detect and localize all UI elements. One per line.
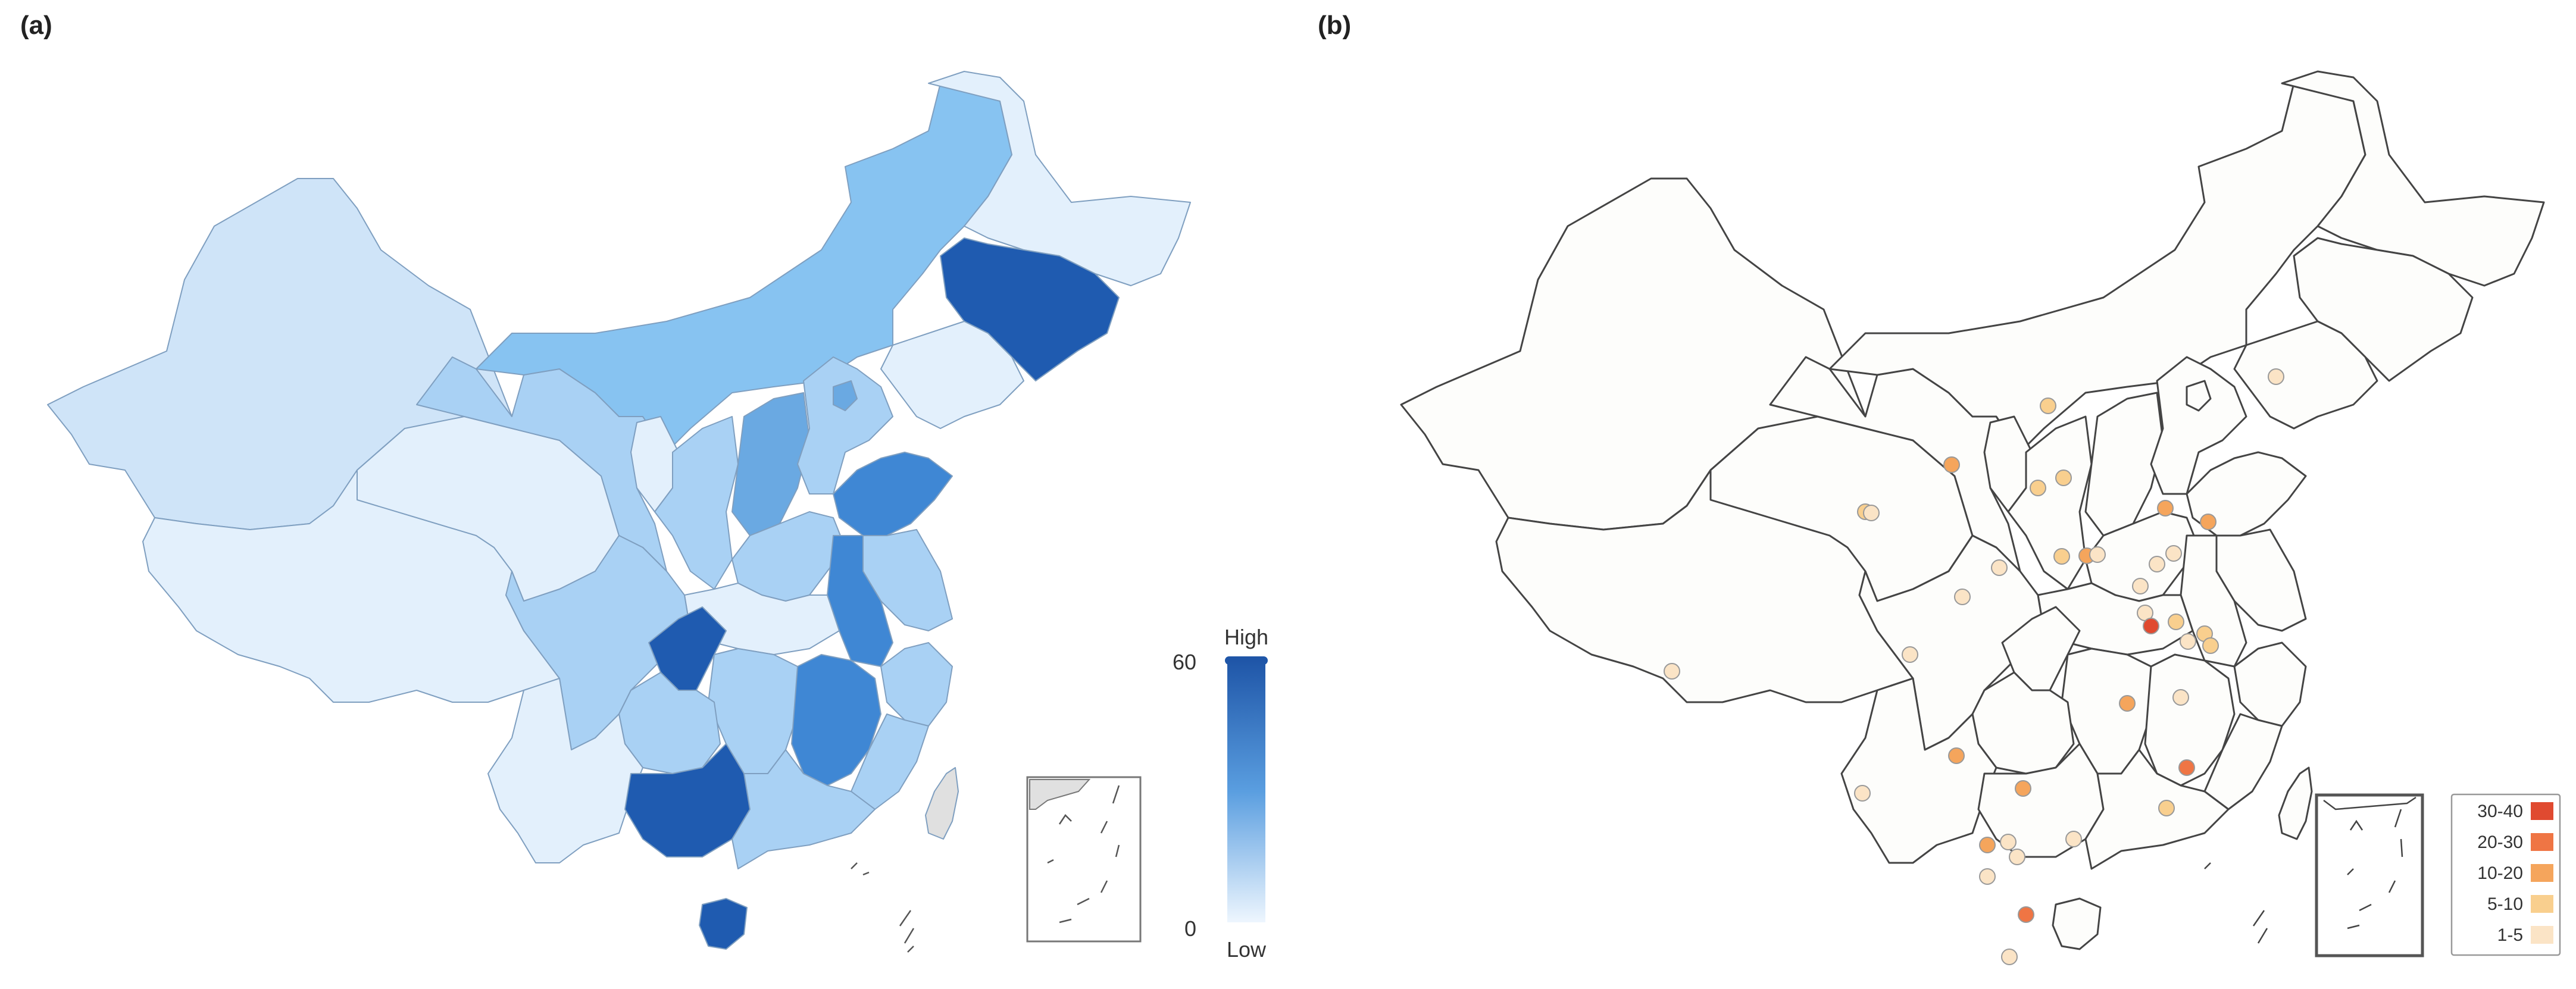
panel-b-label: (b) xyxy=(1318,11,1352,40)
outline-zhejiang xyxy=(2233,641,2307,727)
point-marker xyxy=(2200,514,2217,530)
point-marker xyxy=(2158,800,2175,816)
point-marker xyxy=(1979,837,1996,853)
point-marker xyxy=(1902,646,1918,663)
panel-a: (a) xyxy=(20,11,1268,962)
point-marker xyxy=(1991,559,2008,576)
point-markers xyxy=(1664,368,2284,965)
legend-swatch xyxy=(2531,895,2553,913)
point-marker xyxy=(1854,785,1871,802)
point-marker xyxy=(2180,633,2196,650)
point-marker xyxy=(2030,480,2046,496)
outline-map-group xyxy=(1400,70,2545,950)
point-marker xyxy=(1979,868,1996,885)
panel-b: (b) xyxy=(1288,0,2576,989)
panel-a-label: (a) xyxy=(20,11,52,40)
point-marker xyxy=(2015,780,2031,797)
legend-swatch xyxy=(2531,802,2553,820)
point-marker xyxy=(2178,759,2195,776)
legend-swatch xyxy=(2531,864,2553,882)
outline-hebei xyxy=(2150,356,2247,495)
colorbar-min-value: 0 xyxy=(1184,916,1196,941)
point-marker xyxy=(2168,614,2184,630)
outline-yunnan xyxy=(1840,677,1997,864)
point-marker xyxy=(1863,505,1880,521)
legend-label: 1-5 xyxy=(2497,925,2523,945)
outline-guangdong xyxy=(2084,749,2230,870)
point-marker xyxy=(2119,695,2136,712)
point-marker xyxy=(2089,546,2106,563)
region-yunnan xyxy=(487,678,643,863)
legend-label: 20-30 xyxy=(2477,832,2523,852)
colorbar: High 60 0 Low xyxy=(1173,625,1268,962)
region-taiwan xyxy=(925,767,959,840)
point-marker xyxy=(1943,456,1960,473)
outline-taiwan xyxy=(2278,766,2313,840)
point-marker xyxy=(2143,618,2159,634)
south-china-sea-inset-b xyxy=(2315,793,2424,957)
region-zhejiang xyxy=(880,642,953,727)
point-marker xyxy=(2065,831,2082,847)
point-marker xyxy=(2268,368,2284,385)
outline-heilongjiang xyxy=(2281,70,2545,287)
point-marker xyxy=(2000,834,2017,850)
legend-swatch xyxy=(2531,833,2553,851)
point-marker xyxy=(2040,398,2056,414)
sea-islands xyxy=(851,862,915,953)
region-shanxi xyxy=(731,392,810,536)
point-marker xyxy=(2149,556,2165,572)
outline-shandong xyxy=(2186,451,2307,537)
point-marker xyxy=(2001,949,2018,965)
point-marker xyxy=(2053,548,2070,565)
legend-swatch xyxy=(2531,926,2553,944)
colorbar-high-label: High xyxy=(1224,625,1268,649)
outline-liaoning xyxy=(2233,320,2378,430)
point-marker xyxy=(1664,663,1680,680)
region-guangdong xyxy=(731,749,876,869)
point-legend: 30-40 20-30 10-20 5-10 1-5 xyxy=(2450,793,2561,956)
point-marker xyxy=(2165,545,2182,562)
colorbar-low-label: Low xyxy=(1227,937,1267,962)
region-hainan xyxy=(699,898,748,950)
point-marker xyxy=(1954,589,1971,605)
region-shaanxi xyxy=(654,416,739,590)
region-heilongjiang xyxy=(928,71,1191,286)
point-marker xyxy=(2018,906,2034,923)
legend-label: 10-20 xyxy=(2477,863,2523,883)
region-liaoning xyxy=(880,321,1024,429)
outline-hainan xyxy=(2052,897,2102,950)
point-marker xyxy=(2157,500,2174,517)
choropleth-map: High 60 0 Low xyxy=(47,71,1268,962)
point-marker xyxy=(1948,747,1965,764)
point-marker xyxy=(2202,637,2219,654)
point-marker xyxy=(2132,578,2149,594)
outline-shaanxi xyxy=(2007,415,2093,590)
colorbar-max-value: 60 xyxy=(1173,650,1196,674)
region-hebei xyxy=(797,356,893,494)
point-map: 30-40 20-30 10-20 5-10 1-5 xyxy=(1400,70,2561,965)
legend-label: 30-40 xyxy=(2477,802,2523,821)
region-beijing xyxy=(833,380,858,411)
point-marker xyxy=(2009,849,2025,865)
point-marker xyxy=(2055,470,2072,486)
outline-beijing xyxy=(2186,380,2212,412)
south-china-sea-inset xyxy=(1026,776,1142,943)
legend-label: 5-10 xyxy=(2487,894,2523,914)
outline-shanxi xyxy=(2084,392,2164,537)
region-shandong xyxy=(833,452,953,536)
point-marker xyxy=(2172,689,2189,706)
